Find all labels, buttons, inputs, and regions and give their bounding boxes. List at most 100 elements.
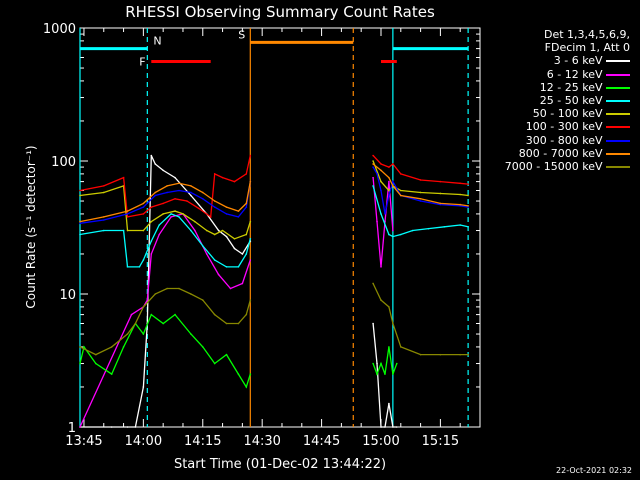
legend-entry-label: 7000 - 15000 keV [504, 160, 606, 174]
data-point [194, 220, 196, 223]
data-point [122, 229, 125, 232]
data-point [380, 299, 382, 301]
data-point [166, 191, 168, 194]
data-point [380, 362, 382, 365]
data-point [467, 205, 469, 207]
data-point [194, 229, 196, 232]
legend-entry-label: 25 - 50 keV [539, 94, 606, 108]
data-point [178, 182, 180, 185]
data-point [95, 353, 97, 356]
data-point [237, 210, 240, 212]
data-point [372, 154, 374, 157]
data-point [213, 259, 216, 261]
series-line [79, 160, 469, 240]
data-point [174, 313, 176, 316]
data-point [142, 202, 145, 205]
data-point [166, 185, 168, 187]
data-point [376, 173, 378, 175]
data-point [213, 206, 216, 208]
data-point [376, 373, 378, 375]
data-point [392, 235, 394, 238]
series-4 [79, 160, 469, 240]
data-point [249, 238, 252, 240]
legend-swatch [606, 73, 630, 76]
data-point [376, 362, 378, 365]
data-point [249, 259, 252, 261]
data-point [154, 194, 157, 197]
series-line [79, 283, 469, 356]
data-point [439, 192, 442, 195]
data-point [399, 233, 402, 236]
data-point [372, 185, 374, 187]
data-point [439, 202, 442, 205]
data-point [388, 306, 390, 308]
data-point [126, 210, 129, 212]
legend-items: 3 - 6 keV 6 - 12 keV 12 - 25 keV 25 - 50… [478, 54, 630, 173]
data-point [174, 197, 176, 200]
data-point [79, 426, 81, 428]
plot-area: 1 10 100 1000 13:45 14:00 14:15 14:30 14:45 15:00… [43, 22, 481, 449]
data-point [102, 229, 105, 232]
series-line [79, 163, 469, 223]
series-7 [79, 163, 469, 223]
data-point [221, 176, 224, 179]
legend-swatch [606, 100, 630, 103]
data-point [399, 189, 402, 192]
data-point [142, 229, 145, 232]
data-point [134, 426, 137, 428]
data-point [150, 154, 153, 157]
data-point [225, 235, 228, 238]
data-point [372, 322, 374, 325]
data-point [249, 299, 252, 301]
data-point [443, 226, 446, 228]
data-point [158, 233, 161, 236]
data-point [217, 229, 220, 232]
data-point [110, 346, 113, 348]
series-line [79, 313, 398, 389]
data-point [380, 189, 382, 192]
data-point [142, 259, 145, 261]
data-point [213, 173, 216, 175]
data-point [439, 203, 442, 206]
data-point [102, 191, 105, 194]
data-point [249, 220, 252, 223]
data-point [162, 322, 164, 325]
data-point [229, 287, 232, 290]
data-point [467, 183, 469, 185]
data-point [217, 273, 220, 276]
data-point [178, 189, 180, 192]
data-point [190, 333, 192, 335]
data-point [396, 362, 398, 365]
data-point [419, 200, 422, 202]
series-line [80, 155, 397, 428]
data-point [150, 206, 153, 208]
data-point [241, 282, 244, 285]
legend-swatch [606, 86, 630, 89]
data-point [154, 293, 157, 295]
plot-frame [79, 27, 481, 428]
data-point [419, 197, 422, 200]
data-point [439, 353, 442, 356]
data-point [388, 346, 390, 348]
data-point [411, 229, 414, 232]
data-point [83, 346, 85, 348]
series-0 [79, 154, 398, 428]
series-3 [79, 185, 469, 268]
data-point [237, 266, 240, 268]
data-point [126, 333, 129, 335]
data-point [225, 213, 228, 215]
data-point [392, 373, 394, 375]
legend-entry: 6 - 12 keV [478, 68, 630, 81]
data-point [459, 193, 461, 196]
legend-swatch [606, 113, 630, 116]
chart-title: RHESSI Observing Summary Count Rates [125, 3, 435, 21]
data-point [122, 346, 125, 348]
data-point [233, 247, 236, 250]
data-point [392, 426, 394, 428]
data-point [142, 386, 145, 388]
data-point [427, 227, 430, 230]
legend-entry-label: 12 - 25 keV [539, 80, 606, 94]
data-point [233, 238, 236, 240]
series-5 [79, 154, 469, 219]
annotation-label-F: F [139, 55, 145, 68]
